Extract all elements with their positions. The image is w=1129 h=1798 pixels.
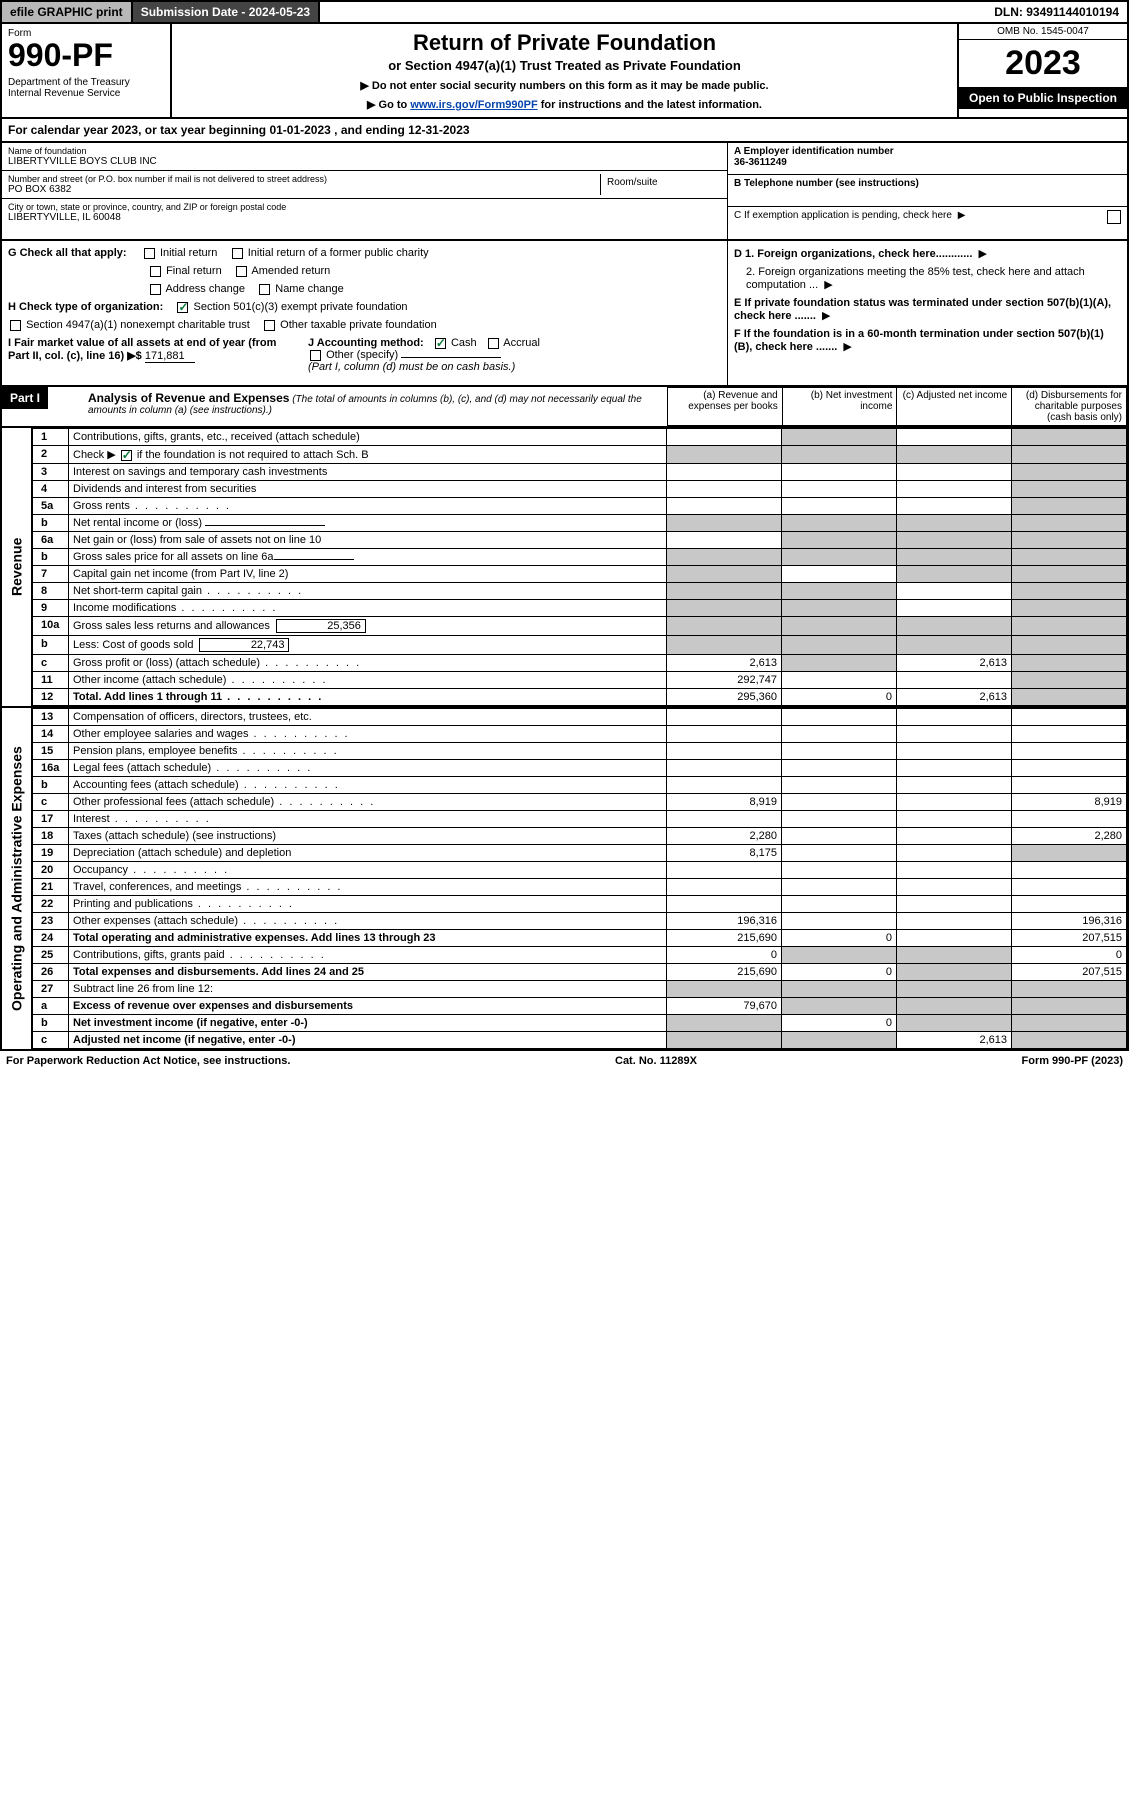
footer-mid: Cat. No. 11289X: [615, 1055, 697, 1067]
col-c-header: (c) Adjusted net income: [897, 388, 1012, 426]
amended-checkbox[interactable]: [236, 266, 247, 277]
col-b-header: (b) Net investment income: [782, 388, 897, 426]
revenue-table: Revenue 1Contributions, gifts, grants, e…: [0, 428, 1129, 708]
gross-sales-val: 25,356: [276, 619, 366, 633]
4947-checkbox[interactable]: [10, 320, 21, 331]
i-value: 171,881: [145, 350, 195, 363]
checks-block: G Check all that apply: Initial return I…: [0, 241, 1129, 387]
dln: DLN: 93491144010194: [986, 2, 1127, 22]
irs-link[interactable]: www.irs.gov/Form990PF: [410, 99, 537, 111]
part1-title: Analysis of Revenue and Expenses: [88, 391, 289, 405]
efile-label: efile GRAPHIC print: [2, 2, 133, 22]
initial-former-checkbox[interactable]: [232, 248, 243, 259]
501c3-checkbox[interactable]: [177, 302, 188, 313]
col-a-header: (a) Revenue and expenses per books: [668, 388, 783, 426]
cogs-val: 22,743: [199, 638, 289, 652]
foundation-name: LIBERTYVILLE BOYS CLUB INC: [8, 156, 721, 167]
open-public: Open to Public Inspection: [959, 87, 1127, 109]
name-change-checkbox[interactable]: [259, 284, 270, 295]
form-title: Return of Private Foundation: [182, 30, 947, 56]
city: LIBERTYVILLE, IL 60048: [8, 212, 721, 223]
form-header: Form 990-PF Department of the Treasury I…: [0, 24, 1129, 119]
part1-tab: Part I: [2, 387, 48, 409]
calendar-year: For calendar year 2023, or tax year begi…: [0, 119, 1129, 143]
g-label: G Check all that apply:: [8, 247, 127, 259]
footer: For Paperwork Reduction Act Notice, see …: [0, 1051, 1129, 1071]
e-label: E If private foundation status was termi…: [734, 297, 1111, 322]
revenue-side-label: Revenue: [2, 428, 32, 706]
final-return-checkbox[interactable]: [150, 266, 161, 277]
foundation-name-label: Name of foundation: [8, 146, 721, 156]
omb-number: OMB No. 1545-0047: [959, 24, 1127, 40]
accrual-checkbox[interactable]: [488, 338, 499, 349]
h-label: H Check type of organization:: [8, 301, 163, 313]
part1-header: Part I Analysis of Revenue and Expenses …: [0, 387, 1129, 428]
footer-left: For Paperwork Reduction Act Notice, see …: [6, 1055, 290, 1067]
j-label: J Accounting method:: [308, 337, 424, 349]
form-subtitle: or Section 4947(a)(1) Trust Treated as P…: [182, 58, 947, 73]
address-label: Number and street (or P.O. box number if…: [8, 174, 600, 184]
footer-right: Form 990-PF (2023): [1022, 1055, 1123, 1067]
top-bar: efile GRAPHIC print Submission Date - 20…: [0, 0, 1129, 24]
address: PO BOX 6382: [8, 184, 600, 195]
submission-date: Submission Date - 2024-05-23: [133, 2, 320, 22]
schb-checkbox[interactable]: [121, 450, 132, 461]
form-note1: ▶ Do not enter social security numbers o…: [182, 79, 947, 92]
phone-label: B Telephone number (see instructions): [734, 178, 919, 189]
room-label: Room/suite: [601, 174, 721, 195]
initial-return-checkbox[interactable]: [144, 248, 155, 259]
f-label: F If the foundation is in a 60-month ter…: [734, 328, 1104, 353]
expenses-table: Operating and Administrative Expenses 13…: [0, 708, 1129, 1051]
city-label: City or town, state or province, country…: [8, 202, 721, 212]
col-d-header: (d) Disbursements for charitable purpose…: [1012, 388, 1127, 426]
form-note2: ▶ Go to www.irs.gov/Form990PF for instru…: [182, 98, 947, 111]
cash-checkbox[interactable]: [435, 338, 446, 349]
ein: 36-3611249: [734, 157, 787, 168]
i-label: I Fair market value of all assets at end…: [8, 337, 276, 362]
expenses-side-label: Operating and Administrative Expenses: [2, 708, 32, 1049]
address-change-checkbox[interactable]: [150, 284, 161, 295]
d1-label: D 1. Foreign organizations, check here..…: [734, 248, 972, 260]
d2-label: 2. Foreign organizations meeting the 85%…: [746, 266, 1085, 291]
other-method-checkbox[interactable]: [310, 350, 321, 361]
c-checkbox[interactable]: [1107, 210, 1121, 224]
foundation-info: Name of foundation LIBERTYVILLE BOYS CLU…: [0, 143, 1129, 241]
form-number: 990-PF: [8, 39, 164, 71]
ein-label: A Employer identification number: [734, 146, 894, 157]
exemption-pending: C If exemption application is pending, c…: [734, 210, 952, 221]
other-foundation-checkbox[interactable]: [264, 320, 275, 331]
tax-year: 2023: [959, 40, 1127, 87]
j-note: (Part I, column (d) must be on cash basi…: [308, 361, 515, 373]
dept-label: Department of the Treasury Internal Reve…: [8, 77, 164, 99]
